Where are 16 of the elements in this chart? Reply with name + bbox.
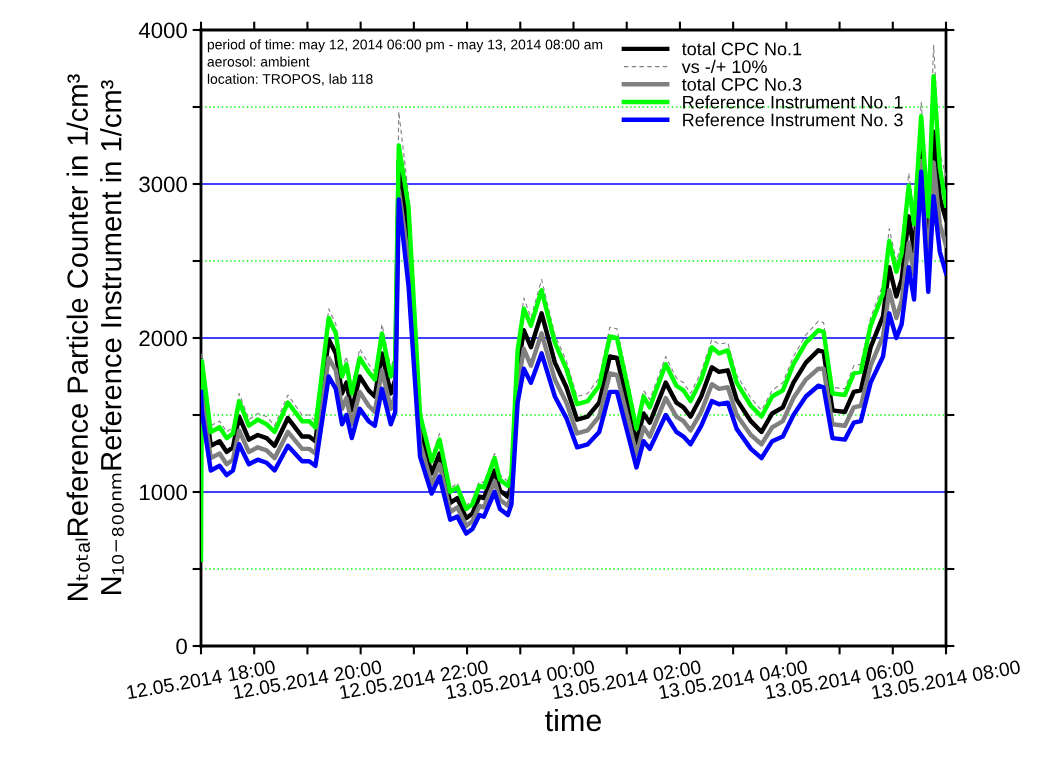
- y-tick-label: 2000: [139, 330, 187, 347]
- legend-label: total CPC No.1: [681, 42, 802, 56]
- annotation: aerosol: ambient: [207, 56, 310, 67]
- y-axis-title: NₜₒₜₐₗReference Particle Counter in 1/cm³ N₁₀₋₈₀₀ₙₘReference Instrument in 1/cm³: [66, 74, 124, 600]
- y-tick-label: 4000: [138, 22, 187, 39]
- line-series: [201, 73, 946, 562]
- x-axis-title: time: [545, 708, 602, 732]
- y-tick-label: 3000: [139, 176, 187, 193]
- legend-label: total CPC No.3: [681, 77, 802, 91]
- y-tick-label: 1000: [140, 484, 187, 501]
- legend-label: Reference Instrument No. 1: [683, 95, 903, 109]
- annotation: period of time: may 12, 2014 06:00 pm - may 13, 2014 08:00 am: [207, 39, 603, 53]
- legend-label: vs -/+ 10%: [681, 59, 767, 74]
- legend-label: Reference Instrument No. 3: [683, 113, 903, 127]
- annotation: location: TROPOS, lab 118: [207, 73, 373, 86]
- y-tick-label: 0: [176, 638, 187, 655]
